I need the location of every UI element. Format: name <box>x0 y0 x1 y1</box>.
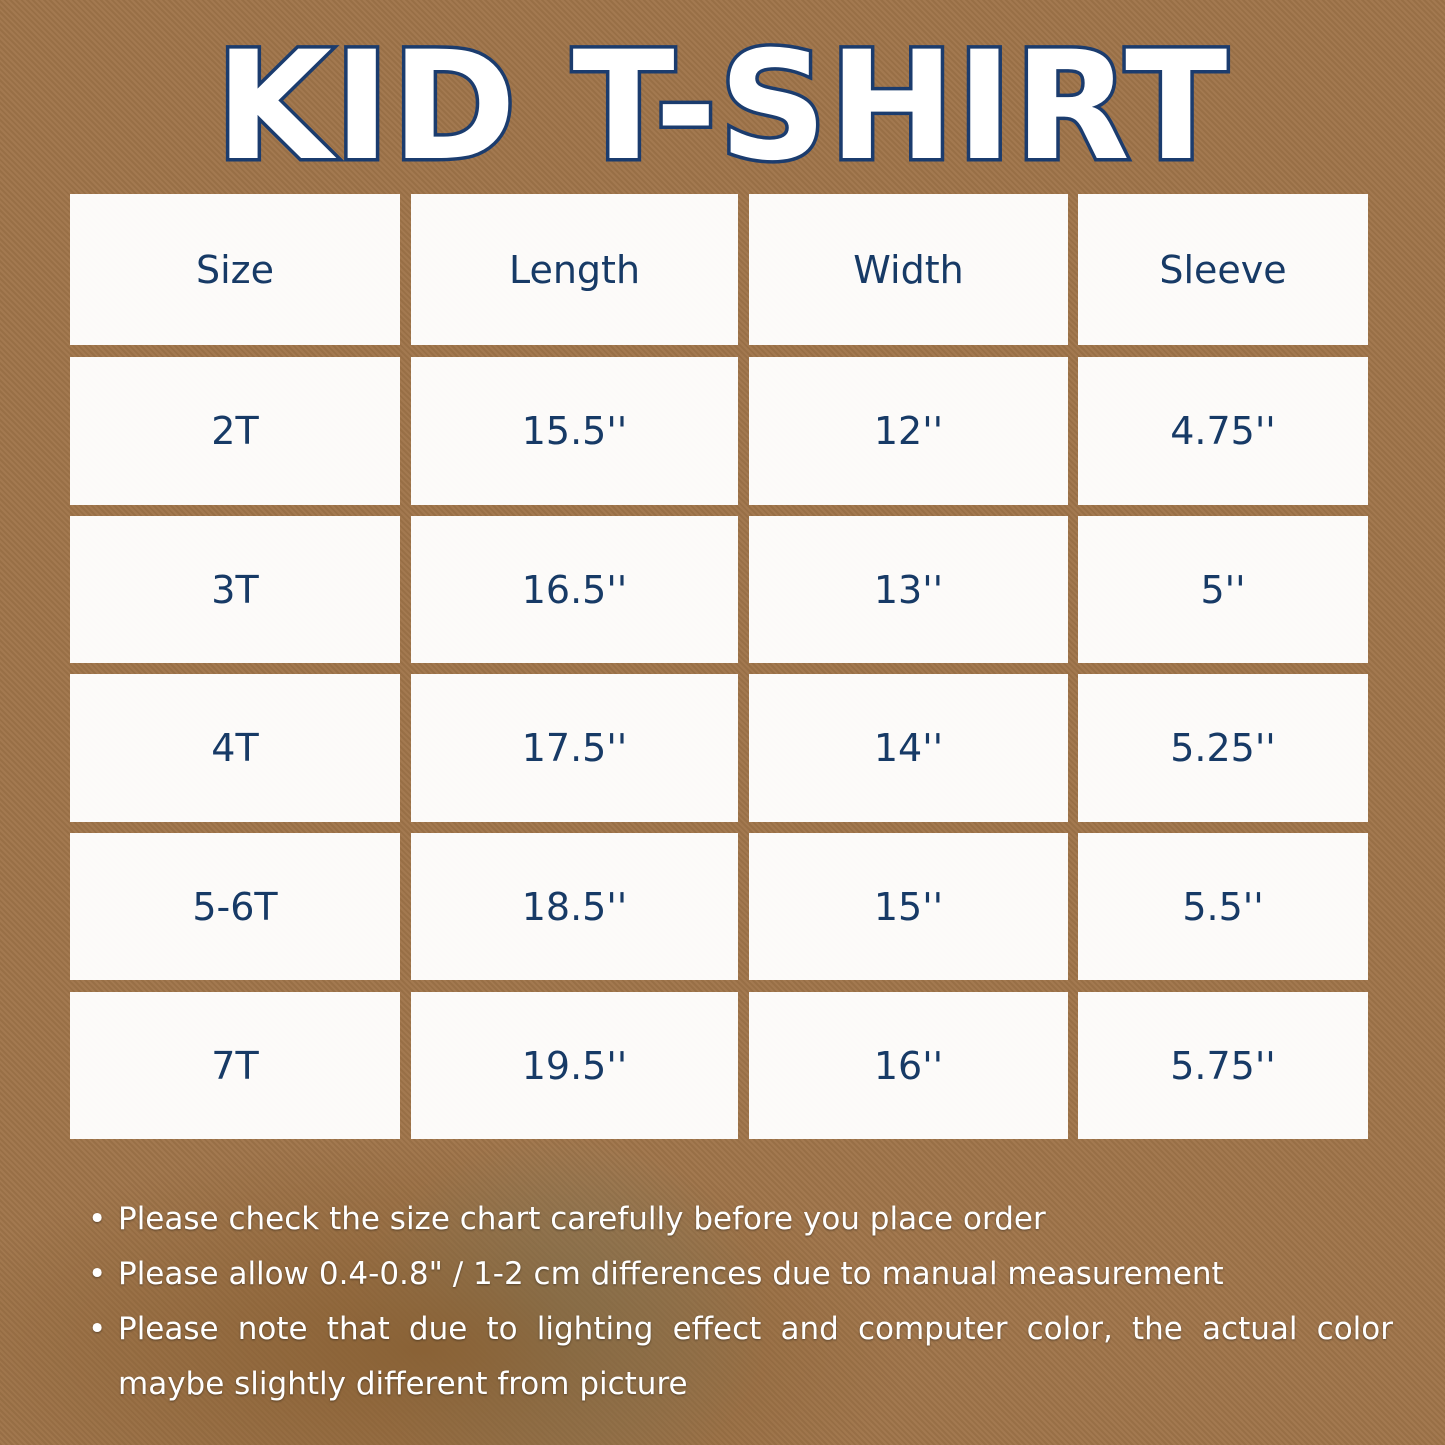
table-cell: 15'' <box>749 833 1068 980</box>
table-cell: 12'' <box>749 357 1068 505</box>
note-item: Please note that due to lighting effect … <box>88 1302 1393 1412</box>
table-cell: 19.5'' <box>411 992 738 1139</box>
note-item: Please allow 0.4-0.8" / 1-2 cm differenc… <box>88 1247 1393 1302</box>
table-cell: 5-6T <box>70 833 400 980</box>
table-cell: 3T <box>70 516 400 663</box>
note-item: Please check the size chart carefully be… <box>88 1192 1393 1247</box>
table-cell: 4.75'' <box>1078 357 1368 505</box>
header-cell-length: Length <box>411 194 738 345</box>
notes-list: Please check the size chart carefully be… <box>88 1192 1393 1412</box>
table-cell: 17.5'' <box>411 674 738 822</box>
table-cell: 15.5'' <box>411 357 738 505</box>
header-cell-size: Size <box>70 194 400 345</box>
header-cell-width: Width <box>749 194 1068 345</box>
table-cell: 13'' <box>749 516 1068 663</box>
table-cell: 7T <box>70 992 400 1139</box>
table-cell: 2T <box>70 357 400 505</box>
page-title: KID T-SHIRT <box>212 19 1231 196</box>
table-cell: 5.75'' <box>1078 992 1368 1139</box>
table-cell: 5.25'' <box>1078 674 1368 822</box>
table-cell: 18.5'' <box>411 833 738 980</box>
table-cell: 16.5'' <box>411 516 738 663</box>
table-cell: 5'' <box>1078 516 1368 663</box>
table-cell: 5.5'' <box>1078 833 1368 980</box>
table-cell: 4T <box>70 674 400 822</box>
table-cell: 14'' <box>749 674 1068 822</box>
table-cell: 16'' <box>749 992 1068 1139</box>
header-cell-sleeve: Sleeve <box>1078 194 1368 345</box>
